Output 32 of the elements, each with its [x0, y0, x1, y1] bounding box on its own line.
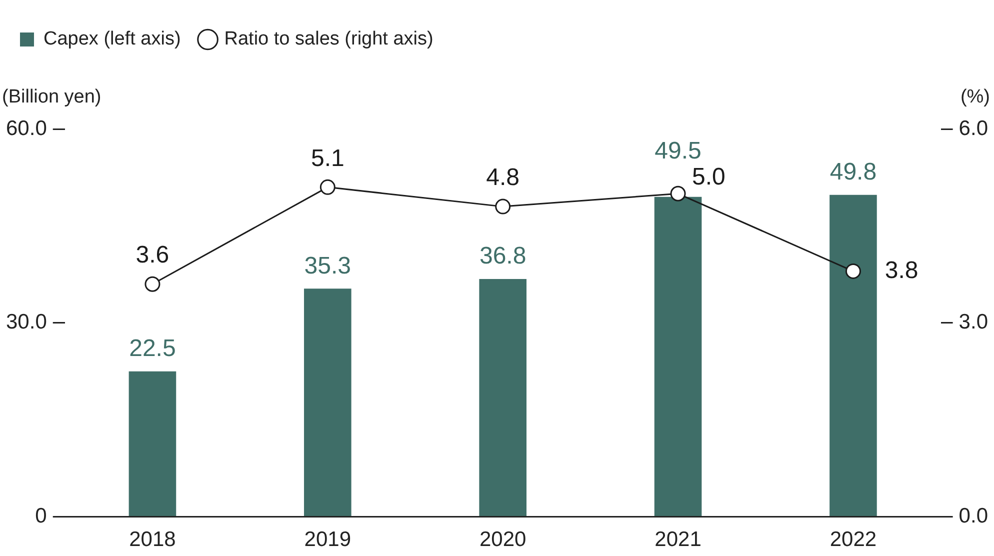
x-tick-label: 2019 [304, 528, 352, 552]
y2-axis-title: (%) [960, 86, 990, 108]
data-label: 49.5 [654, 137, 702, 164]
data-label: 3.6 [136, 242, 170, 269]
bar [479, 278, 526, 516]
data-label: 5.1 [310, 144, 344, 172]
x-tick-label: 2021 [654, 528, 702, 552]
bar [830, 194, 877, 516]
bar [128, 371, 176, 516]
data-label: 36.8 [479, 242, 526, 270]
data-label: 35.3 [304, 252, 352, 280]
legend-label: Ratio to sales (right axis) [224, 28, 434, 50]
point [670, 186, 686, 202]
x-tick-label: 2018 [129, 528, 176, 552]
point [845, 263, 861, 279]
y2-tick-label: 3.0 [958, 310, 988, 334]
y2-tick-label: 0.0 [958, 504, 988, 528]
bar [304, 288, 352, 516]
bar [654, 196, 702, 516]
legend-label: Capex (left axis) [44, 28, 181, 50]
y-tick-label: 0 [35, 504, 47, 528]
y-tick-label: 60.0 [6, 116, 47, 140]
x-tick-label: 2022 [830, 528, 877, 552]
data-label: 5.0 [692, 163, 726, 190]
x-tick-label: 2020 [479, 528, 526, 552]
y-axis-title: (Billion yen) [2, 86, 102, 108]
data-label: 22.5 [129, 335, 176, 362]
data-label: 4.8 [486, 164, 520, 192]
y-tick-label: 30.0 [6, 310, 47, 334]
y2-tick-label: 6.0 [958, 116, 988, 140]
data-label: 49.8 [830, 158, 877, 186]
data-label: 3.8 [884, 256, 918, 284]
